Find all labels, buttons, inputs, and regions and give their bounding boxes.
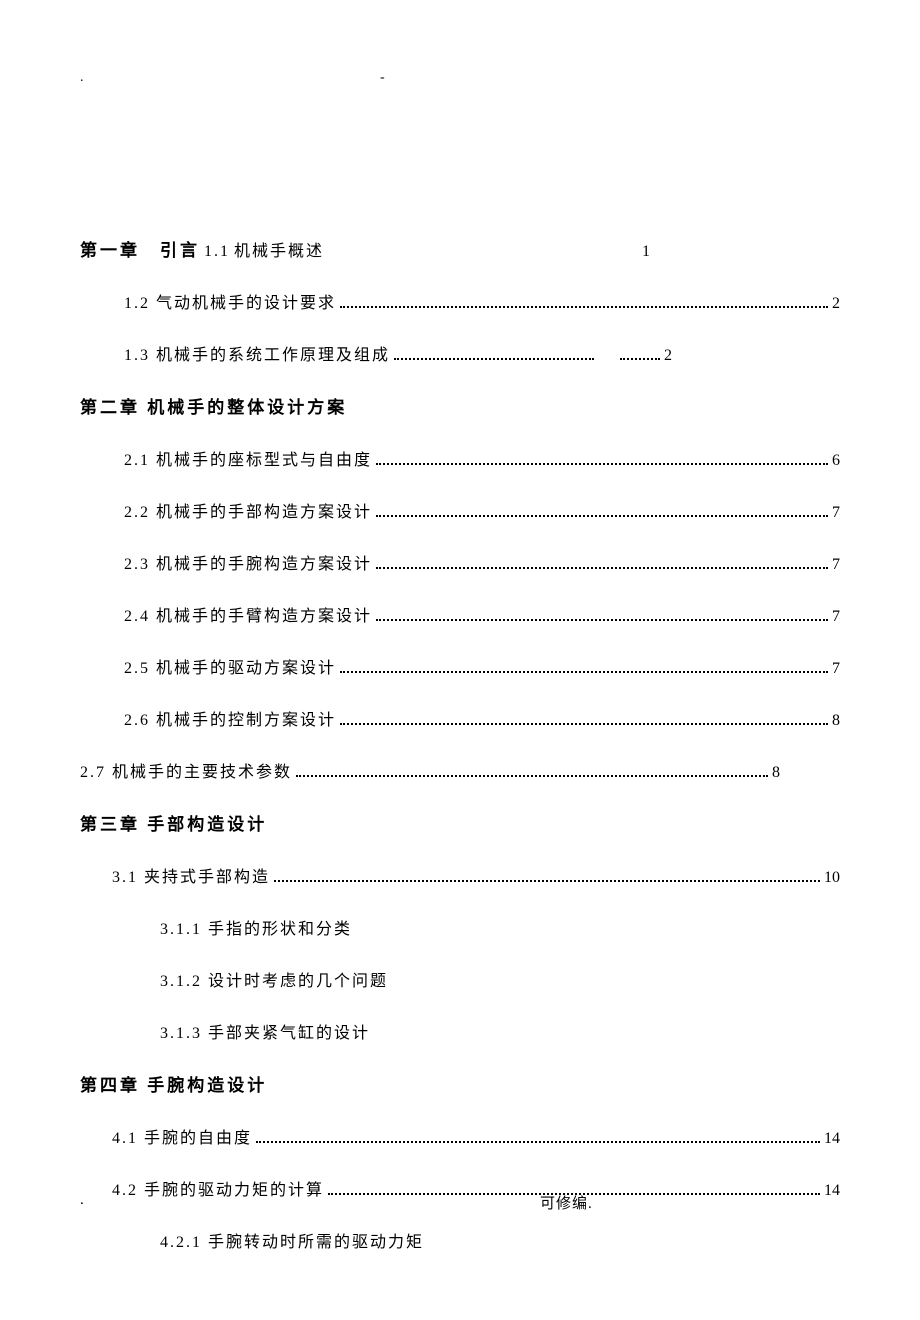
toc-entry-4-1: 4.1 手腕的自由度 14 — [80, 1124, 840, 1148]
toc-page: 10 — [824, 869, 840, 887]
toc-label: 2.7 机械手的主要技术参数 — [80, 758, 292, 782]
toc-label: 3.1 夹持式手部构造 — [112, 863, 270, 887]
header-dot: . — [80, 70, 380, 86]
toc-page: 7 — [832, 608, 840, 626]
toc-entry-2-2: 2.2 机械手的手部构造方案设计 7 — [80, 498, 840, 522]
toc-entry-2-7: 2.7 机械手的主要技术参数 8 — [80, 758, 840, 782]
toc-page: 2 — [832, 295, 840, 313]
toc-entry-2-4: 2.4 机械手的手臂构造方案设计 7 — [80, 602, 840, 626]
toc-page: 7 — [832, 660, 840, 678]
leader-dots — [274, 880, 820, 882]
toc-label: 2.5 机械手的驱动方案设计 — [124, 654, 336, 678]
toc-label: 2.1 机械手的座标型式与自由度 — [124, 446, 372, 470]
leader-dots — [340, 671, 828, 673]
toc-entry-3-1-3: 3.1.3 手部夹紧气缸的设计 — [80, 1019, 840, 1043]
leader-dots — [340, 723, 828, 725]
ch1-line: 第一章 引言 1.1 机械手概述 1 — [80, 236, 840, 261]
ch4-heading: 第四章 手腕构造设计 — [80, 1071, 840, 1096]
toc-entry-3-1: 3.1 夹持式手部构造 10 — [80, 863, 840, 887]
toc-entry-4-2: 4.2 手腕的驱动力矩的计算 14 — [80, 1176, 840, 1200]
toc-label: 2.4 机械手的手臂构造方案设计 — [124, 602, 372, 626]
leader-dots — [376, 619, 828, 621]
toc-entry-2-3: 2.3 机械手的手腕构造方案设计 7 — [80, 550, 840, 574]
toc-page: 6 — [832, 452, 840, 470]
toc-entry-2-6: 2.6 机械手的控制方案设计 8 — [80, 706, 840, 730]
toc-entry-3-1-1: 3.1.1 手指的形状和分类 — [80, 915, 840, 939]
toc-page: 14 — [824, 1130, 840, 1148]
toc-entry-2-5: 2.5 机械手的驱动方案设计 7 — [80, 654, 840, 678]
footer-text: 可修编. — [540, 1192, 593, 1213]
toc-entry-1-3: 1.3 机械手的系统工作原理及组成 2 — [80, 341, 840, 365]
ch1-s11-page: 1 — [642, 243, 652, 261]
toc-label: 1.3 机械手的系统工作原理及组成 — [124, 341, 390, 365]
ch2-heading: 第二章 机械手的整体设计方案 — [80, 393, 840, 418]
toc-page: 8 — [832, 712, 840, 730]
leader-dots — [296, 775, 768, 777]
toc-label: 2.6 机械手的控制方案设计 — [124, 706, 336, 730]
footer-dot: . — [80, 1192, 84, 1209]
ch1-title: 引言 — [160, 236, 200, 261]
toc-entry-1-2: 1.2 气动机械手的设计要求 2 — [80, 289, 840, 313]
leader-dots — [376, 463, 828, 465]
leader-dots — [256, 1141, 820, 1143]
toc-page: 7 — [832, 556, 840, 574]
toc-label: 1.2 气动机械手的设计要求 — [124, 289, 336, 313]
ch1-s11-num: 1.1 — [204, 243, 230, 261]
toc-label: 4.2 手腕的驱动力矩的计算 — [112, 1176, 324, 1200]
toc-entry-4-2-1: 4.2.1 手腕转动时所需的驱动力矩 — [80, 1228, 840, 1252]
toc-page: 14 — [824, 1182, 840, 1200]
leader-dots — [394, 358, 594, 360]
leader-dots — [376, 515, 828, 517]
toc-entry-2-1: 2.1 机械手的座标型式与自由度 6 — [80, 446, 840, 470]
ch3-heading: 第三章 手部构造设计 — [80, 810, 840, 835]
document-page: . - 第一章 引言 1.1 机械手概述 1 1.2 气动机械手的设计要求 2 … — [0, 0, 920, 1320]
leader-dots — [620, 358, 660, 360]
ch1-s11-label: 机械手概述 — [234, 237, 324, 261]
toc-page: 7 — [832, 504, 840, 522]
toc-page: 2 — [664, 347, 672, 365]
leader-dots — [376, 567, 828, 569]
leader-dots — [340, 306, 828, 308]
ch1-prefix: 第一章 — [80, 236, 140, 261]
toc-label: 2.2 机械手的手部构造方案设计 — [124, 498, 372, 522]
header-marks: . - — [80, 70, 840, 86]
toc-page: 8 — [772, 764, 780, 782]
toc-label: 4.1 手腕的自由度 — [112, 1124, 252, 1148]
toc-label: 2.3 机械手的手腕构造方案设计 — [124, 550, 372, 574]
header-dash: - — [380, 70, 385, 86]
toc-entry-3-1-2: 3.1.2 设计时考虑的几个问题 — [80, 967, 840, 991]
